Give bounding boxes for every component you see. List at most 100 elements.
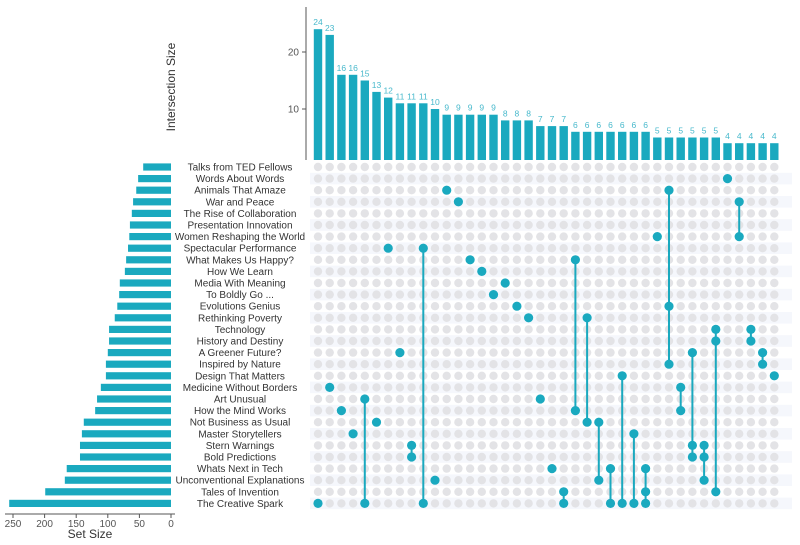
empty-dot <box>442 336 451 346</box>
empty-dot <box>489 360 498 369</box>
empty-dot <box>477 336 486 346</box>
empty-dot <box>735 464 744 473</box>
empty-dot <box>594 487 603 496</box>
empty-dot <box>688 487 697 496</box>
set-label: Not Business as Usual <box>190 418 291 429</box>
empty-dot <box>489 267 498 276</box>
empty-dot <box>512 278 522 288</box>
intersection-bar-label: 6 <box>585 120 590 130</box>
member-dot <box>512 301 522 311</box>
empty-dot <box>348 325 358 334</box>
empty-dot <box>489 220 498 230</box>
empty-dot <box>571 162 580 172</box>
intersection-bar <box>419 103 428 160</box>
empty-dot <box>442 278 451 288</box>
empty-dot <box>770 429 779 438</box>
empty-dot <box>699 499 709 508</box>
empty-dot <box>711 278 720 288</box>
empty-dot <box>699 325 709 334</box>
empty-dot <box>594 186 603 195</box>
empty-dot <box>430 278 440 288</box>
empty-dot <box>758 186 767 195</box>
intersection-bar-label: 5 <box>667 126 672 136</box>
empty-dot <box>512 244 522 253</box>
empty-dot <box>489 487 498 496</box>
empty-dot <box>348 244 358 253</box>
empty-dot <box>688 476 697 485</box>
empty-dot <box>559 476 568 485</box>
empty-dot <box>653 371 662 380</box>
empty-dot <box>524 255 533 264</box>
empty-dot <box>547 209 557 218</box>
empty-dot <box>465 499 475 508</box>
empty-dot <box>372 464 381 473</box>
empty-dot <box>477 487 486 496</box>
empty-dot <box>524 499 533 508</box>
empty-dot <box>653 325 662 334</box>
empty-dot <box>465 348 475 357</box>
empty-dot <box>454 267 463 276</box>
empty-dot <box>501 209 510 218</box>
empty-dot <box>524 336 533 346</box>
empty-dot <box>337 174 346 183</box>
empty-dot <box>454 429 463 438</box>
set-label: To Boldly Go ... <box>206 290 274 301</box>
empty-dot <box>407 313 416 322</box>
set-size-bars <box>9 163 172 507</box>
empty-dot <box>360 336 369 346</box>
empty-dot <box>477 302 486 311</box>
empty-dot <box>489 394 498 404</box>
empty-dot <box>348 174 358 183</box>
empty-dot <box>571 429 580 438</box>
empty-dot <box>489 186 498 195</box>
empty-dot <box>524 394 533 404</box>
empty-dot <box>571 499 580 508</box>
empty-dot <box>442 302 451 311</box>
empty-dot <box>653 313 662 322</box>
empty-dot <box>618 360 627 369</box>
empty-dot <box>770 406 779 415</box>
empty-dot <box>489 174 498 183</box>
empty-dot <box>477 464 486 473</box>
empty-dot <box>664 174 674 183</box>
empty-dot <box>465 186 475 195</box>
empty-dot <box>606 418 615 427</box>
member-dot <box>570 255 581 265</box>
empty-dot <box>325 209 334 218</box>
empty-dot <box>430 336 440 346</box>
empty-dot <box>337 418 346 427</box>
empty-dot <box>442 209 451 218</box>
empty-dot <box>758 174 767 183</box>
empty-dot <box>501 232 510 241</box>
empty-dot <box>325 313 334 322</box>
intersection-bar <box>337 74 346 160</box>
empty-dot <box>641 406 650 415</box>
empty-dot <box>582 464 592 473</box>
empty-dot <box>664 452 674 462</box>
empty-dot <box>594 313 603 322</box>
empty-dot <box>348 371 358 380</box>
empty-dot <box>384 487 393 496</box>
empty-dot <box>629 197 639 206</box>
empty-dot <box>384 476 393 485</box>
empty-dot <box>337 197 346 206</box>
empty-dot <box>629 244 639 253</box>
empty-dot <box>372 197 381 206</box>
empty-dot <box>512 499 522 508</box>
member-dot <box>465 255 475 265</box>
empty-dot <box>735 499 744 508</box>
empty-dot <box>477 452 486 462</box>
empty-dot <box>699 267 709 276</box>
empty-dot <box>419 209 428 218</box>
empty-dot <box>723 452 732 462</box>
intersection-bar <box>653 137 662 160</box>
set-size-axis-title: Set Size <box>68 527 113 541</box>
empty-dot <box>501 186 510 195</box>
empty-dot <box>489 383 498 392</box>
empty-dot <box>571 244 580 253</box>
empty-dot <box>384 348 393 357</box>
empty-dot <box>372 209 381 218</box>
empty-dot <box>770 464 779 473</box>
empty-dot <box>372 267 381 276</box>
